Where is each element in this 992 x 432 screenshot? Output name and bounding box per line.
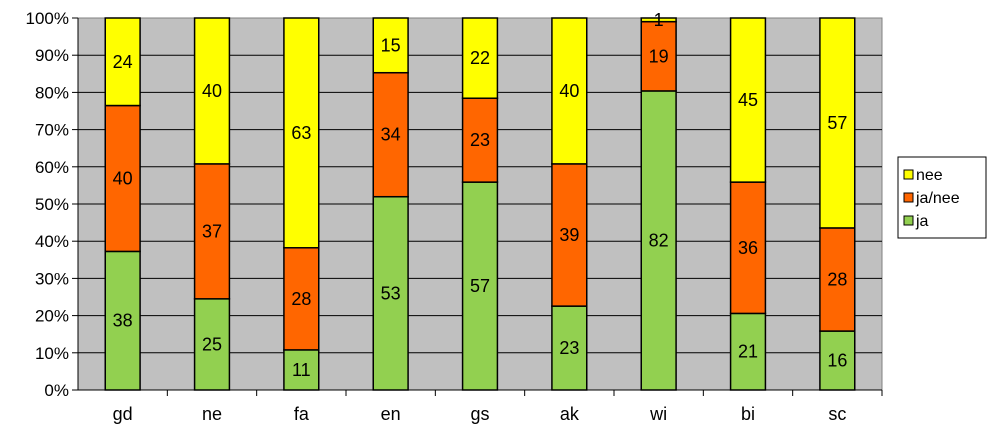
x-tick-label: fa [294,404,310,424]
y-tick-label: 100% [26,9,69,28]
data-label: 38 [113,311,133,331]
axes: 0% 10% 20% 30% 40% 50% 60% 70% 80% 90% 100% gd ne fa e… [26,9,883,424]
legend-label: nee [916,167,943,184]
data-label: 15 [381,35,401,55]
bar-segment-nee [640,17,677,23]
data-label: 23 [470,130,490,150]
bar-segment-nee [193,17,231,165]
bar-segment-ja-nee [372,71,409,198]
data-label: 63 [291,123,311,143]
bar-segment-ja [551,305,588,391]
legend-label: ja/nee [915,190,960,207]
data-label: 19 [649,46,669,66]
legend-swatch [903,215,914,226]
data-label: 53 [381,283,401,303]
legend-swatch [903,192,914,203]
y-tick-label: 50% [35,195,69,214]
x-tick-label: en [381,404,401,424]
x-tick-label: gd [113,404,133,424]
data-label: 28 [291,289,311,309]
data-label: 28 [827,270,847,290]
bar-segment-ja-nee [461,97,499,183]
y-tick-label: 30% [35,269,69,288]
data-label: 39 [559,225,579,245]
bar-segment-ja-nee [819,227,856,332]
data-label: 11 [292,360,311,380]
data-label: 45 [738,90,758,110]
bar-segment-ja-nee [551,163,588,307]
x-tick-label: sc [828,404,846,424]
legend-swatch [903,169,914,180]
y-tick-label: 10% [35,344,69,363]
x-tick-label: gs [470,404,489,424]
data-label: 24 [113,52,133,72]
data-label: 23 [559,338,579,358]
data-label: 21 [738,342,758,362]
x-tick-label: wi [649,404,667,424]
bar-segment-nee [372,17,409,74]
bar-segment-nee [461,17,499,99]
y-tick-label: 80% [35,83,69,102]
bar-segment-nee [729,17,767,183]
bar-segment-ja [461,181,499,391]
data-label: 57 [827,113,847,133]
x-tick-label: bi [741,404,755,424]
bar-segment-ja [283,349,320,391]
data-label: 40 [113,168,133,188]
bar-segment-nee [819,17,856,229]
y-tick-label: 60% [35,158,69,177]
bar-segment-ja-nee [729,181,767,315]
y-tick-label: 20% [35,307,69,326]
bar-segment-ja-nee [640,20,677,92]
legend: nee ja/nee ja [897,156,987,239]
data-label: 82 [649,230,669,250]
bar-segment-nee [283,17,320,249]
data-label: 25 [202,334,222,354]
x-tick-label: ak [560,404,580,424]
legend-label: ja [915,213,929,230]
data-label: 37 [202,221,222,241]
bar-segment-ja-nee [193,163,231,300]
bar-segment-ja-nee [283,247,320,351]
data-label: 16 [827,351,847,371]
data-label: 1 [654,10,664,30]
data-label: 34 [381,125,401,145]
data-label: 40 [202,81,222,101]
x-tick-label: ne [202,404,222,424]
bars: 38 40 24 25 37 40 11 28 63 53 34 15 57 23 22 23 39 40 82 19… [104,10,856,391]
y-tick-label: 90% [35,46,69,65]
data-label: 22 [470,48,490,68]
bar-segment-nee [104,17,141,107]
bar-segment-ja [729,312,767,391]
data-label: 36 [738,238,758,258]
data-label: 40 [559,81,579,101]
bar-segment-nee [551,17,588,165]
data-label: 57 [470,276,490,296]
y-tick-label: 70% [35,121,69,140]
y-tick-label: 40% [35,232,69,251]
y-tick-label: 0% [44,381,69,400]
